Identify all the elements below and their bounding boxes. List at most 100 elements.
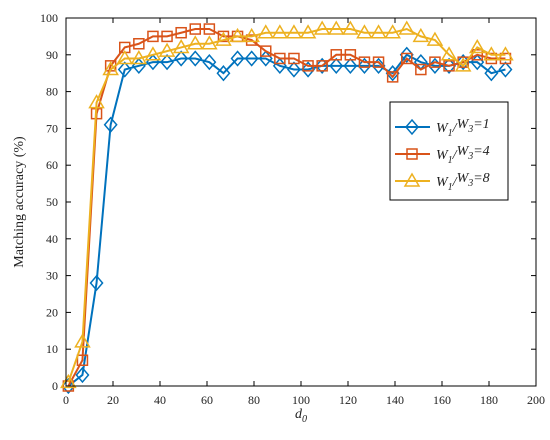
- legend-marker: [406, 148, 418, 160]
- data-point: [216, 65, 231, 82]
- legend-entry: W1/W3=8: [395, 171, 490, 193]
- series-line: [67, 27, 506, 383]
- legend-entry: W1/W3=1: [395, 117, 490, 139]
- legend-entry: W1/W3=4: [395, 144, 490, 166]
- legend-box: [389, 101, 509, 201]
- data-point: [454, 57, 472, 72]
- y-tick-label: 80: [46, 85, 58, 99]
- data-point: [398, 20, 416, 35]
- data-point: [116, 49, 134, 65]
- series-line: [67, 53, 506, 387]
- data-point: [147, 30, 159, 43]
- data-point: [274, 52, 286, 65]
- series-2: [62, 23, 512, 392]
- data-point: [257, 24, 275, 39]
- y-tick-label: 20: [46, 305, 58, 319]
- data-point: [75, 366, 90, 384]
- data-point: [313, 20, 331, 35]
- x-axis-title: d0: [295, 407, 307, 425]
- data-point: [89, 274, 104, 292]
- data-point: [201, 35, 218, 50]
- x-tick-label: 140: [386, 393, 404, 407]
- data-point: [399, 46, 414, 63]
- data-point: [175, 26, 187, 39]
- data-point: [103, 116, 118, 133]
- data-point: [102, 61, 119, 76]
- data-point: [286, 61, 301, 78]
- data-point: [372, 56, 385, 68]
- x-tick-label: 180: [480, 393, 498, 407]
- data-point: [271, 24, 289, 39]
- data-point: [343, 57, 358, 74]
- y-tick-label: 60: [46, 158, 58, 172]
- series-layer: [60, 20, 514, 395]
- data-point: [61, 377, 76, 395]
- legend-label: W1/W3=4: [436, 144, 490, 166]
- data-point: [160, 54, 175, 71]
- x-tick-label: 0: [63, 393, 69, 407]
- data-point: [260, 45, 272, 57]
- y-tick-label: 40: [46, 232, 58, 246]
- data-point: [188, 50, 203, 67]
- data-point: [215, 31, 232, 46]
- data-point: [468, 38, 486, 54]
- y-tick-label: 0: [52, 379, 58, 393]
- data-point: [498, 61, 513, 78]
- series-1: [61, 46, 513, 395]
- data-point: [342, 20, 359, 35]
- data-point: [426, 31, 444, 46]
- data-point: [302, 60, 314, 72]
- x-tick-label: 80: [248, 393, 260, 407]
- data-point: [370, 24, 387, 39]
- x-tick-label: 20: [107, 393, 119, 407]
- data-point: [285, 24, 303, 39]
- data-point: [158, 42, 176, 57]
- data-point: [301, 61, 316, 78]
- y-tick-label: 90: [46, 48, 58, 62]
- x-tick-label: 40: [154, 393, 166, 407]
- legend: W1/W3=1 W1/W3=4 W1/W3=8: [389, 101, 509, 201]
- data-point: [230, 50, 245, 67]
- data-point: [384, 24, 401, 39]
- legend-label: W1/W3=8: [436, 171, 490, 193]
- legend-marker: [403, 172, 421, 187]
- data-point: [344, 49, 357, 61]
- data-point: [245, 34, 258, 46]
- y-tick-label: 30: [46, 269, 58, 283]
- data-point: [386, 71, 399, 83]
- data-point: [299, 24, 317, 39]
- data-point: [357, 57, 372, 74]
- data-point: [244, 50, 259, 67]
- y-tick-label: 100: [40, 11, 58, 25]
- plot-frame: [65, 17, 537, 387]
- x-tick-label: 60: [201, 393, 213, 407]
- data-point: [217, 30, 230, 43]
- data-point: [412, 27, 430, 43]
- data-point: [401, 52, 413, 65]
- legend-marker: [405, 118, 419, 136]
- x-tick-label: 120: [339, 393, 357, 407]
- data-point: [288, 52, 300, 65]
- data-point: [485, 52, 498, 65]
- data-point: [203, 23, 216, 35]
- x-tick-label: 200: [527, 393, 545, 407]
- data-point: [130, 49, 148, 65]
- data-point: [497, 46, 514, 61]
- data-point: [358, 56, 371, 68]
- x-tick-label: 100: [292, 393, 310, 407]
- data-point: [443, 60, 455, 72]
- legend-label: W1/W3=1: [436, 117, 490, 139]
- data-point: [316, 60, 328, 72]
- data-point: [429, 56, 441, 68]
- y-axis-title: Matching accuracy (%): [12, 136, 27, 268]
- data-point: [60, 373, 77, 389]
- data-point: [172, 38, 190, 54]
- series-line: [67, 28, 506, 387]
- y-tick-label: 10: [46, 342, 58, 356]
- data-point: [189, 23, 201, 35]
- data-point: [484, 65, 499, 82]
- x-axis-title-main: d: [295, 407, 303, 422]
- series-3: [60, 20, 514, 389]
- x-axis-title-sub: 0: [302, 414, 307, 425]
